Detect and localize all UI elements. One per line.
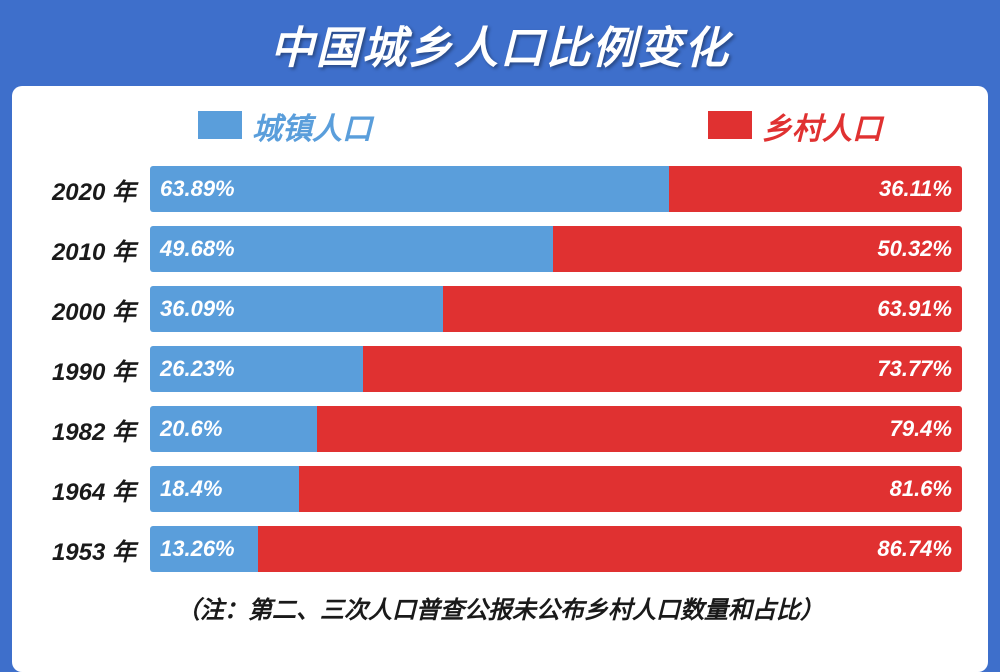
chart-panel: 城镇人口 乡村人口 2020 年63.89%36.11%2010 年49.68%…: [12, 86, 988, 672]
bar-value-rural: 63.91%: [877, 296, 952, 322]
legend-item-urban: 城镇人口: [198, 104, 372, 148]
chart-rows: 2020 年 63.89% 36.11% 2010 年 49.68% 50.32% 2000…: [38, 166, 962, 572]
bar-value-rural: 36.11%: [879, 176, 952, 202]
legend-swatch-rural: [708, 111, 752, 139]
chart-row: 1964 年 18.4% 81.6%: [38, 466, 962, 512]
stacked-bar: 18.4% 81.6%: [150, 466, 962, 512]
bar-value-urban: 49.68%: [160, 236, 235, 262]
chart-row: 1982 年 20.6% 79.4%: [38, 406, 962, 452]
bar-segment-urban: 63.89%: [150, 166, 669, 212]
bar-value-urban: 36.09%: [160, 296, 235, 322]
chart-row: 2020 年 63.89% 36.11%: [38, 166, 962, 212]
chart-frame: 中国城乡人口比例变化 城镇人口 乡村人口 2020 年63.89%36.11%2…: [0, 0, 1000, 667]
bar-segment-rural: 79.4%: [317, 406, 962, 452]
stacked-bar: 36.09% 63.91%: [150, 286, 962, 332]
bar-segment-urban: 18.4%: [150, 466, 299, 512]
chart-title: 中国城乡人口比例变化: [12, 8, 988, 86]
stacked-bar: 49.68% 50.32%: [150, 226, 962, 272]
bar-value-rural: 81.6%: [890, 476, 952, 502]
stacked-bar: 13.26% 86.74%: [150, 526, 962, 572]
chart-legend: 城镇人口 乡村人口: [38, 104, 962, 148]
bar-value-rural: 79.4%: [890, 416, 952, 442]
bar-segment-rural: 63.91%: [443, 286, 962, 332]
bar-segment-urban: 26.23%: [150, 346, 363, 392]
row-year-label: 1964 年: [38, 472, 150, 507]
bar-value-urban: 20.6%: [160, 416, 222, 442]
bar-segment-urban: 20.6%: [150, 406, 317, 452]
chart-row: 2000 年 36.09% 63.91%: [38, 286, 962, 332]
row-year-label: 2000 年: [38, 292, 150, 327]
chart-row: 1953 年 13.26% 86.74%: [38, 526, 962, 572]
bar-segment-rural: 86.74%: [258, 526, 962, 572]
row-year-label: 2010 年: [38, 232, 150, 267]
row-year-label: 2020 年: [38, 172, 150, 207]
chart-row: 1990 年 26.23% 73.77%: [38, 346, 962, 392]
bar-value-urban: 18.4%: [160, 476, 222, 502]
bar-value-urban: 63.89%: [160, 176, 235, 202]
row-year-label: 1990 年: [38, 352, 150, 387]
legend-label-rural: 乡村人口: [762, 104, 882, 148]
bar-segment-urban: 13.26%: [150, 526, 258, 572]
bar-value-urban: 26.23%: [160, 356, 235, 382]
stacked-bar: 20.6% 79.4%: [150, 406, 962, 452]
bar-segment-urban: 49.68%: [150, 226, 553, 272]
row-year-label: 1953 年: [38, 532, 150, 567]
bar-segment-rural: 36.11%: [669, 166, 962, 212]
bar-segment-rural: 81.6%: [299, 466, 962, 512]
stacked-bar: 26.23% 73.77%: [150, 346, 962, 392]
chart-row: 2010 年 49.68% 50.32%: [38, 226, 962, 272]
legend-swatch-urban: [198, 111, 242, 139]
legend-item-rural: 乡村人口: [708, 104, 882, 148]
chart-footnote: （注：第二、三次人口普查公报未公布乡村人口数量和占比）: [38, 590, 962, 625]
legend-label-urban: 城镇人口: [252, 104, 372, 148]
bar-value-rural: 86.74%: [877, 536, 952, 562]
stacked-bar: 63.89% 36.11%: [150, 166, 962, 212]
bar-segment-rural: 50.32%: [553, 226, 962, 272]
bar-segment-rural: 73.77%: [363, 346, 962, 392]
row-year-label: 1982 年: [38, 412, 150, 447]
bar-value-rural: 50.32%: [877, 236, 952, 262]
bar-segment-urban: 36.09%: [150, 286, 443, 332]
bar-value-urban: 13.26%: [160, 536, 235, 562]
bar-value-rural: 73.77%: [877, 356, 952, 382]
